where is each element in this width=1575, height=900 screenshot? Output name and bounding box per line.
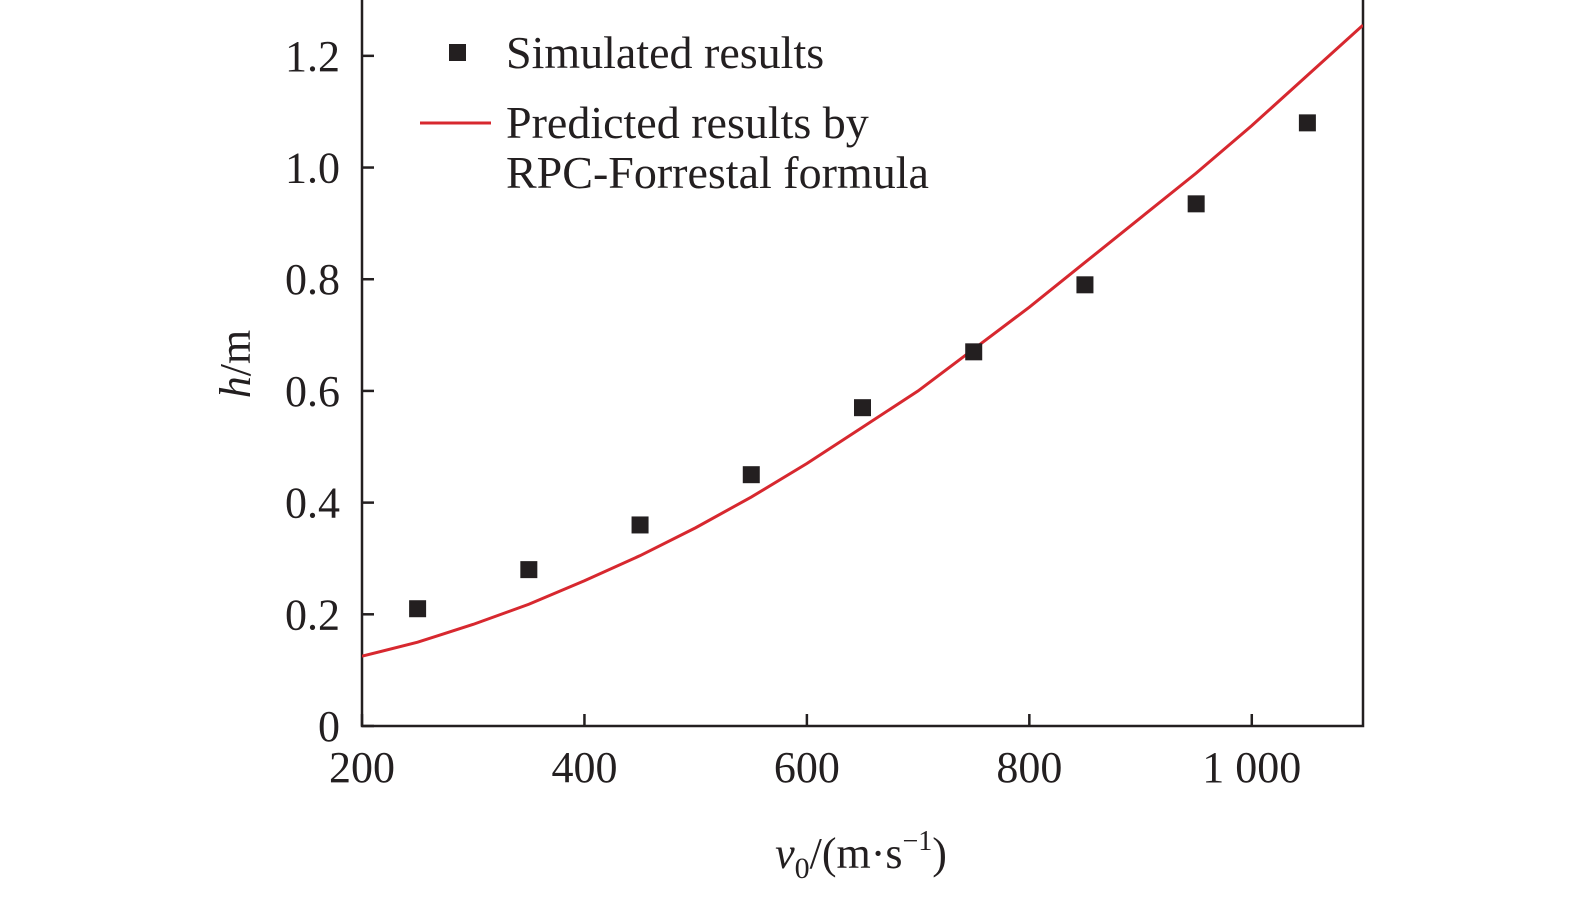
data-point-simulated (1076, 276, 1094, 294)
x-axis-title: v0/(m·s−1) (775, 826, 947, 885)
y-tick-label: 0.4 (285, 479, 340, 528)
y-axis-unit: /m (211, 330, 260, 376)
series-line-predicted (362, 24, 1363, 658)
x-axis-unit: /(m·s (810, 829, 903, 878)
legend-label-predicted-line2: RPC-Forrestal formula (506, 147, 929, 198)
data-point-simulated (854, 399, 871, 417)
legend-label-simulated: Simulated results (506, 27, 824, 78)
x-tick-label: 800 (996, 743, 1062, 792)
y-tick-label: 0 (318, 702, 340, 751)
x-axis-superscript: −1 (902, 826, 932, 857)
series-layer (362, 24, 1363, 658)
y-axis-title: h/m (211, 330, 260, 398)
data-point-simulated (1187, 195, 1205, 213)
plot-area (360, 0, 1365, 728)
x-axis-variable: v (775, 829, 795, 878)
legend-marker-simulated (449, 44, 466, 61)
x-tick-label: 600 (774, 743, 840, 792)
y-axis-ticks: 0 0.2 0.4 0.6 0.8 1.0 1.2 (285, 32, 374, 751)
y-tick-label: 1.0 (285, 144, 340, 193)
x-axis-subscript: 0 (795, 852, 810, 885)
legend-label-predicted-line1: Predicted results by (506, 97, 869, 148)
data-point-simulated (965, 343, 983, 361)
y-tick-label: 1.2 (285, 32, 340, 81)
data-point-simulated (631, 516, 649, 534)
x-tick-label: 1 000 (1202, 743, 1301, 792)
x-axis-close: ) (932, 829, 947, 878)
y-tick-label: 0.2 (285, 590, 340, 639)
x-tick-label: 400 (551, 743, 617, 792)
y-tick-label: 0.6 (285, 367, 340, 416)
data-point-simulated (520, 561, 538, 579)
x-axis-ticks: 200 400 600 800 1 000 (329, 714, 1301, 792)
data-point-simulated (742, 466, 760, 484)
data-point-simulated (409, 600, 427, 618)
plot-frame (360, 0, 1365, 728)
x-tick-label: 200 (329, 743, 395, 792)
data-point-simulated (1298, 114, 1316, 132)
y-axis-variable: h (211, 376, 260, 398)
legend: Simulated results Predicted results by R… (420, 27, 929, 198)
y-tick-label: 0.8 (285, 255, 340, 304)
